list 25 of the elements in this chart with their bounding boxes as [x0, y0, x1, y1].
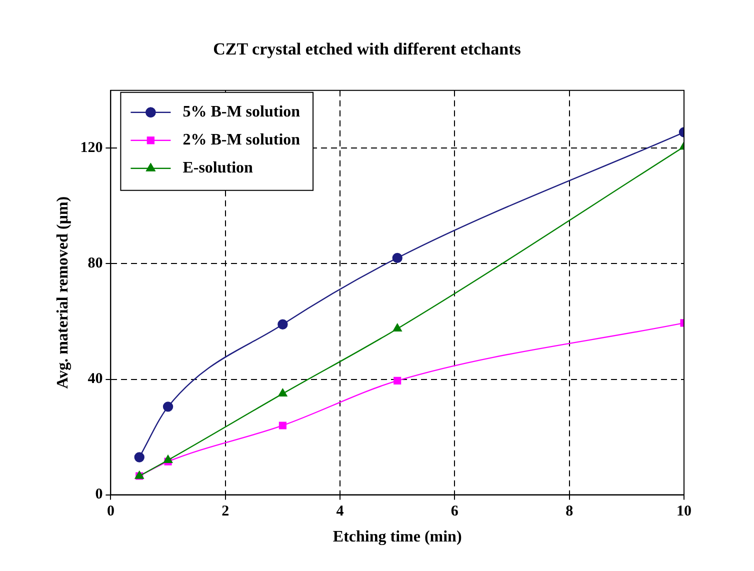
legend-label: 5% B-M solution	[182, 104, 300, 121]
x-tick-label: 2	[222, 504, 230, 520]
x-tick-label: 0	[106, 504, 114, 520]
x-axis-title: Etching time (min)	[332, 528, 462, 546]
y-axis-title: Avg. material removed (μm)	[54, 196, 72, 389]
y-tick-label: 40	[88, 371, 103, 388]
chart-title: CZT crystal etched with different etchants	[213, 40, 522, 59]
point	[278, 388, 288, 397]
point	[134, 452, 144, 462]
y-tick-label: 120	[80, 140, 103, 156]
point	[164, 455, 173, 463]
y-tick-label: 80	[88, 256, 103, 272]
x-tick-label: 10	[676, 504, 692, 520]
point	[392, 324, 402, 332]
x-tick-label: 4	[336, 504, 344, 520]
point	[278, 319, 288, 330]
point	[162, 402, 174, 412]
x-tick-label: 6	[450, 504, 459, 520]
point	[394, 376, 402, 384]
y-tick-label: 0	[95, 486, 103, 503]
point	[278, 422, 286, 430]
x-tick-label: 8	[566, 504, 574, 520]
point	[392, 252, 402, 264]
legend-label: E-solution	[182, 160, 254, 177]
legend-label: 2% B-M solution	[182, 132, 300, 149]
